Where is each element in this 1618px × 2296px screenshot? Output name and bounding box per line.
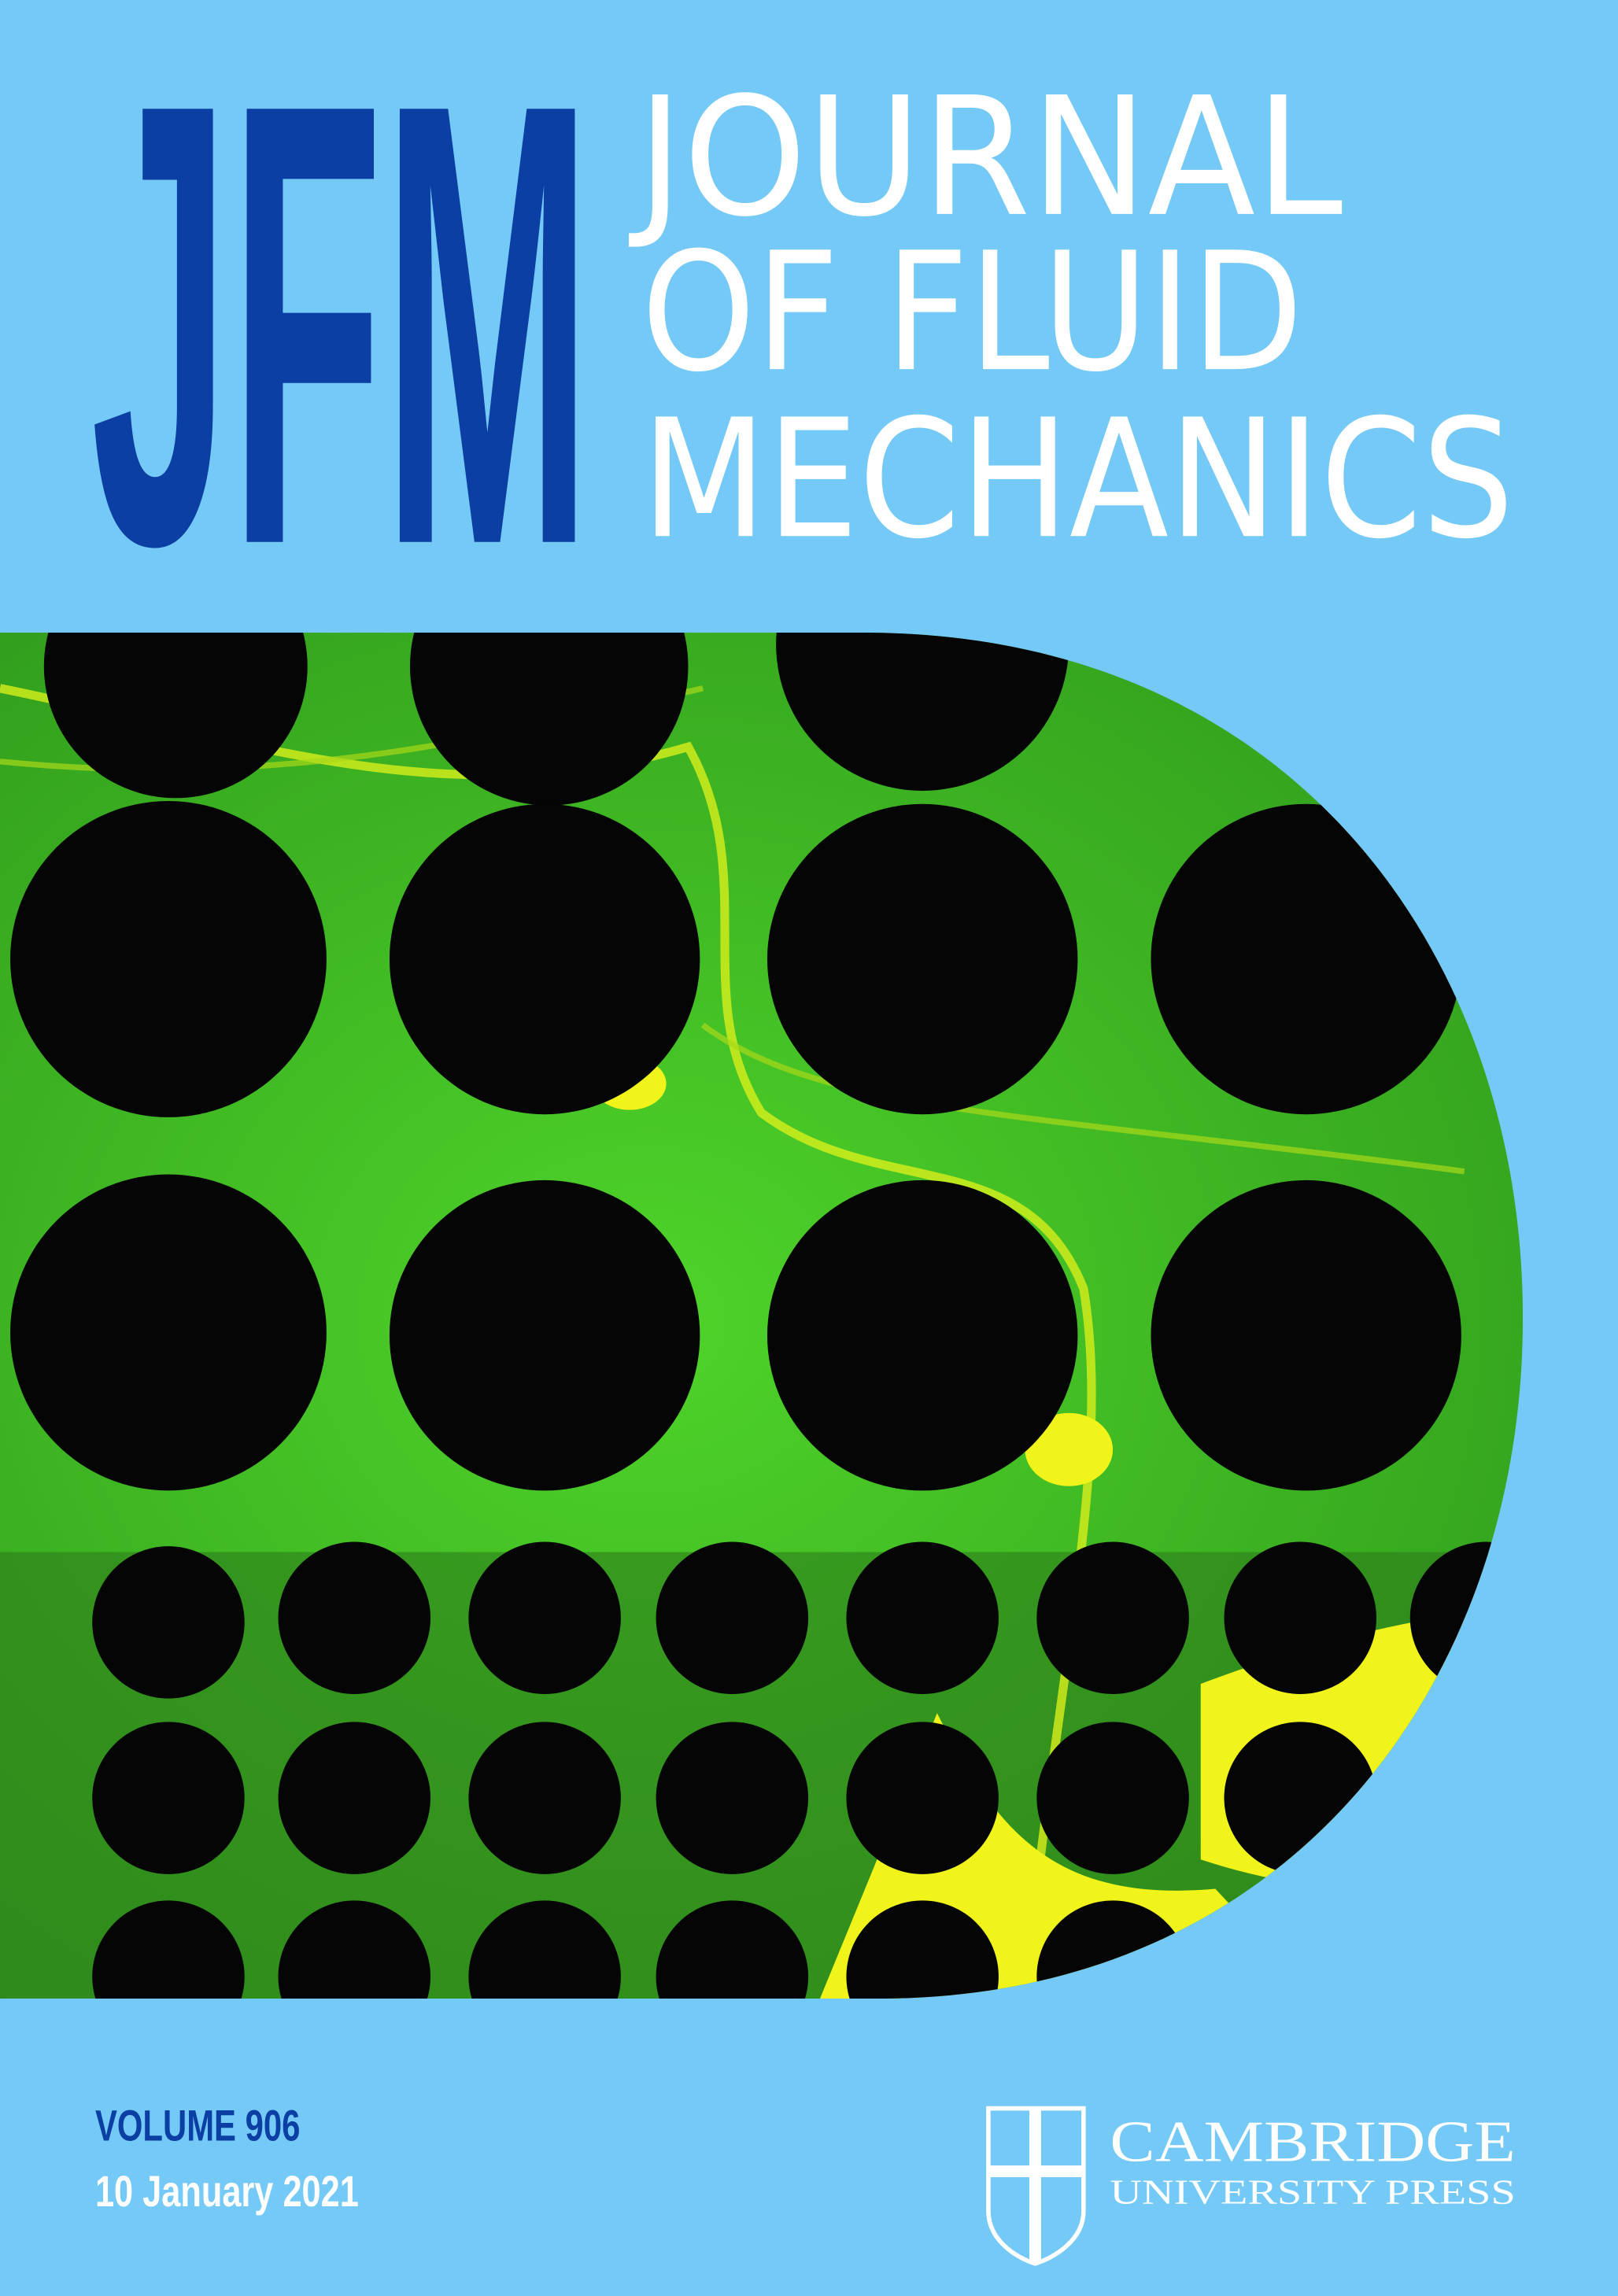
title-line: JOURNAL [629,63,1343,253]
cover-image [0,633,1524,1999]
date: 10 January 2021 [95,2166,359,2216]
publisher-subtitle: UNIVERSITY PRESS [1110,2172,1515,2212]
volume: VOLUME 906 [95,2101,300,2150]
publisher-shield [986,2106,1086,2266]
logo: JFM [91,0,591,676]
title-line: MECHANICS [641,385,1514,575]
publisher-name: CAMBRIDGE [1110,2110,1515,2175]
title-line: OF FLUID [641,218,1303,408]
